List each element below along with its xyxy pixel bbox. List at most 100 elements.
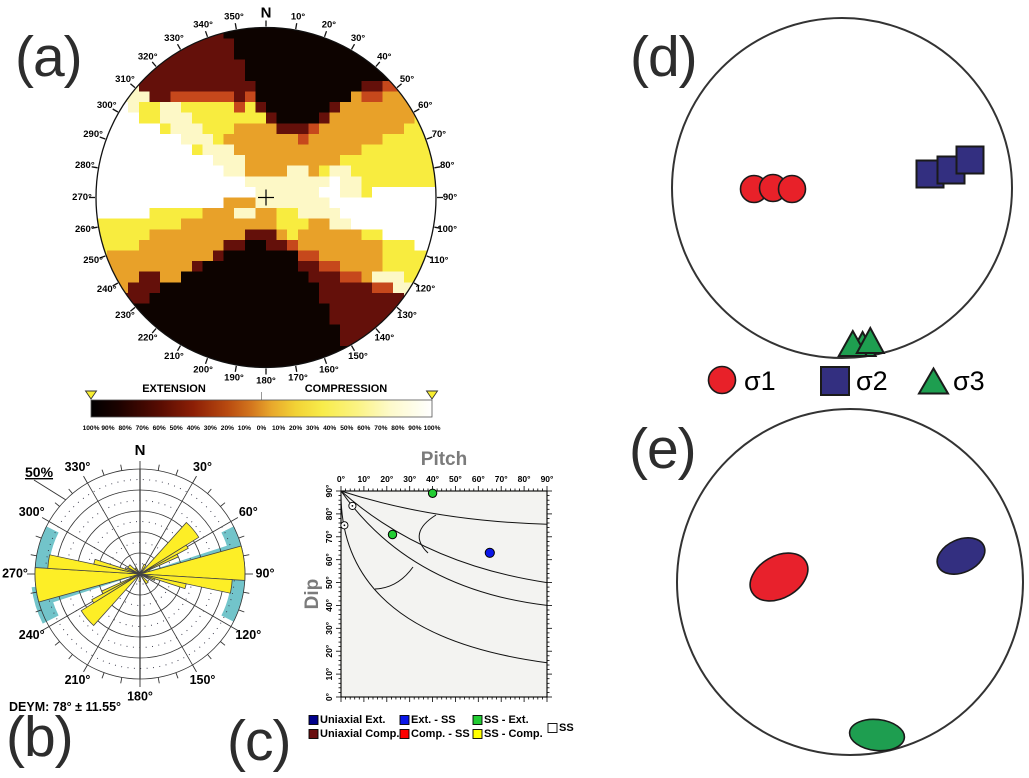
svg-text:0%: 0%	[257, 425, 267, 432]
svg-text:30%: 30%	[204, 425, 217, 432]
svg-text:50%: 50%	[340, 425, 353, 432]
svg-text:60°: 60°	[324, 553, 334, 566]
svg-text:SS - Ext.: SS - Ext.	[484, 714, 529, 726]
svg-text:20°: 20°	[324, 644, 334, 657]
svg-text:Uniaxial Ext.: Uniaxial Ext.	[320, 714, 385, 726]
svg-text:30°: 30°	[403, 474, 416, 484]
svg-text:Ext. - SS: Ext. - SS	[411, 714, 456, 726]
svg-text:20°: 20°	[380, 474, 393, 484]
svg-text:180°: 180°	[127, 689, 153, 703]
svg-text:70%: 70%	[136, 425, 149, 432]
svg-text:90°: 90°	[443, 192, 458, 203]
svg-text:30°: 30°	[351, 33, 366, 44]
svg-text:60%: 60%	[357, 425, 370, 432]
svg-text:Uniaxial Comp.: Uniaxial Comp.	[320, 728, 399, 740]
svg-text:60°: 60°	[418, 100, 433, 111]
svg-text:EXTENSION: EXTENSION	[142, 383, 206, 395]
svg-text:310°: 310°	[115, 74, 135, 85]
svg-text:300°: 300°	[97, 100, 117, 111]
svg-text:Dip: Dip	[302, 579, 323, 610]
svg-text:330°: 330°	[65, 460, 91, 474]
svg-text:220°: 220°	[138, 333, 158, 344]
svg-text:230°: 230°	[115, 310, 135, 321]
svg-text:30°: 30°	[324, 621, 334, 634]
svg-text:σ1: σ1	[744, 366, 776, 396]
svg-text:20%: 20%	[289, 425, 302, 432]
svg-text:210°: 210°	[65, 673, 91, 687]
svg-text:320°: 320°	[138, 51, 158, 62]
svg-text:330°: 330°	[164, 33, 184, 44]
svg-text:80%: 80%	[391, 425, 404, 432]
svg-text:100%: 100%	[83, 425, 100, 432]
svg-text:10°: 10°	[324, 667, 334, 680]
svg-text:30%: 30%	[306, 425, 319, 432]
svg-text:170°: 170°	[288, 373, 308, 384]
svg-text:290°: 290°	[83, 129, 103, 140]
svg-text:N: N	[261, 4, 272, 21]
svg-text:240°: 240°	[97, 284, 117, 295]
svg-text:90%: 90%	[408, 425, 421, 432]
svg-text:240°: 240°	[19, 628, 45, 642]
svg-text:80%: 80%	[118, 425, 131, 432]
svg-text:50%: 50%	[170, 425, 183, 432]
svg-text:90°: 90°	[324, 484, 334, 497]
svg-text:10%: 10%	[238, 425, 251, 432]
svg-text:190°: 190°	[224, 373, 244, 384]
svg-text:90%: 90%	[101, 425, 114, 432]
svg-text:120°: 120°	[415, 284, 435, 295]
svg-text:70°: 70°	[432, 129, 447, 140]
svg-text:Comp. - SS: Comp. - SS	[411, 728, 470, 740]
svg-text:80°: 80°	[324, 507, 334, 520]
svg-text:340°: 340°	[193, 20, 213, 31]
svg-text:350°: 350°	[224, 11, 244, 22]
svg-text:250°: 250°	[83, 255, 103, 266]
svg-text:10°: 10°	[291, 11, 306, 22]
svg-text:σ2: σ2	[856, 366, 888, 396]
svg-text:270°: 270°	[72, 192, 92, 203]
svg-text:60%: 60%	[153, 425, 166, 432]
svg-text:60°: 60°	[239, 505, 258, 519]
svg-text:10%: 10%	[272, 425, 285, 432]
svg-text:90°: 90°	[256, 566, 275, 580]
svg-text:280°: 280°	[75, 160, 95, 171]
svg-text:80°: 80°	[440, 160, 455, 171]
svg-text:SS: SS	[559, 722, 574, 734]
svg-text:300°: 300°	[19, 505, 45, 519]
svg-text:90°: 90°	[541, 474, 554, 484]
svg-text:20%: 20%	[221, 425, 234, 432]
svg-text:180°: 180°	[256, 376, 276, 387]
svg-text:σ3: σ3	[953, 366, 985, 396]
svg-text:260°: 260°	[75, 224, 95, 235]
svg-text:120°: 120°	[235, 628, 261, 642]
svg-text:210°: 210°	[164, 351, 184, 362]
svg-text:200°: 200°	[193, 364, 213, 375]
svg-text:50%: 50%	[25, 464, 54, 480]
svg-text:100%: 100%	[424, 425, 441, 432]
svg-text:30°: 30°	[193, 460, 212, 474]
svg-text:40°: 40°	[426, 474, 439, 484]
svg-text:20°: 20°	[322, 20, 337, 31]
svg-text:70%: 70%	[374, 425, 387, 432]
svg-text:70°: 70°	[495, 474, 508, 484]
svg-text:150°: 150°	[348, 351, 368, 362]
svg-text:160°: 160°	[319, 364, 339, 375]
svg-text:40%: 40%	[323, 425, 336, 432]
svg-text:140°: 140°	[374, 333, 394, 344]
svg-text:Pitch: Pitch	[421, 449, 467, 470]
svg-text:COMPRESSION: COMPRESSION	[305, 383, 388, 395]
svg-text:50°: 50°	[400, 74, 415, 85]
svg-text:40°: 40°	[324, 598, 334, 611]
svg-text:70°: 70°	[324, 530, 334, 543]
svg-text:50°: 50°	[449, 474, 462, 484]
svg-text:150°: 150°	[190, 673, 216, 687]
svg-text:DEYM: 78° ± 11.55°: DEYM: 78° ± 11.55°	[9, 700, 121, 714]
svg-text:50°: 50°	[324, 576, 334, 589]
svg-text:130°: 130°	[397, 310, 417, 321]
svg-text:0°: 0°	[337, 474, 346, 484]
svg-text:100°: 100°	[437, 224, 457, 235]
svg-text:60°: 60°	[472, 474, 485, 484]
svg-text:270°: 270°	[2, 566, 28, 580]
svg-text:10°: 10°	[357, 474, 370, 484]
svg-text:110°: 110°	[429, 255, 448, 266]
svg-text:80°: 80°	[518, 474, 531, 484]
